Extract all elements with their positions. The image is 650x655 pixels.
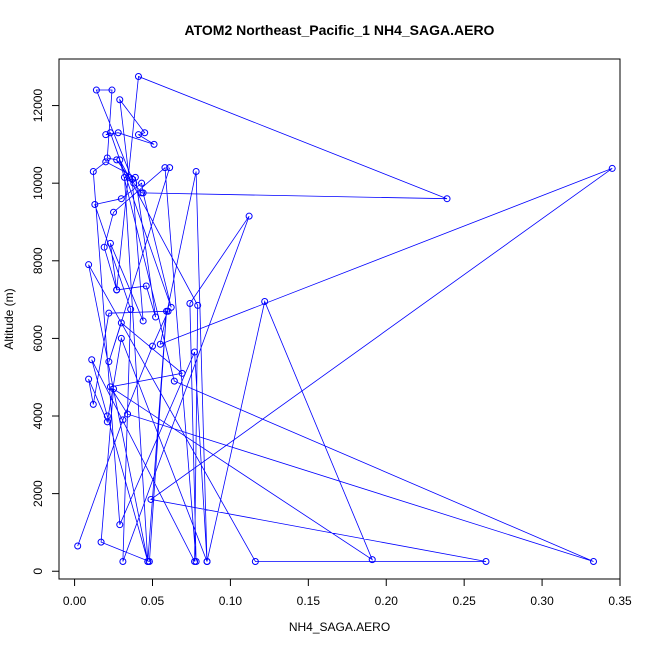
data-point bbox=[117, 195, 125, 203]
data-point bbox=[116, 96, 124, 104]
data-point bbox=[141, 129, 149, 137]
data-point bbox=[113, 156, 121, 164]
data-point bbox=[608, 164, 616, 172]
data-point bbox=[178, 369, 186, 377]
chart-title: ATOM2 Northeast_Pacific_1 NH4_SAGA.AERO bbox=[185, 22, 495, 38]
data-point bbox=[142, 282, 150, 290]
y-axis: 0 2000 4000 6000 8000 10000 12000 bbox=[31, 89, 60, 575]
data-point bbox=[110, 208, 118, 216]
data-point bbox=[103, 412, 111, 420]
data-point bbox=[105, 358, 113, 366]
data-point bbox=[134, 72, 142, 80]
y-axis-label: Altitude (m) bbox=[2, 288, 16, 349]
x-tick-label: 0.15 bbox=[297, 594, 321, 608]
data-point bbox=[161, 164, 169, 172]
y-tick-label: 2000 bbox=[31, 480, 45, 507]
data-point bbox=[139, 317, 147, 325]
data-point bbox=[108, 86, 116, 94]
data-point bbox=[191, 348, 199, 356]
data-point bbox=[166, 164, 174, 172]
data-point bbox=[443, 195, 451, 203]
data-point bbox=[130, 179, 138, 187]
x-tick-label: 0.00 bbox=[63, 594, 87, 608]
x-tick-label: 0.20 bbox=[375, 594, 399, 608]
data-point bbox=[163, 307, 171, 315]
data-point bbox=[251, 558, 259, 566]
data-point bbox=[113, 286, 121, 294]
data-point bbox=[102, 131, 110, 139]
series-line bbox=[77, 75, 613, 563]
data-point bbox=[91, 201, 99, 209]
x-tick-label: 0.30 bbox=[530, 594, 554, 608]
data-point bbox=[102, 158, 110, 166]
data-point bbox=[114, 129, 122, 137]
data-point bbox=[119, 558, 127, 566]
y-tick-label: 6000 bbox=[31, 325, 45, 352]
data-point bbox=[147, 495, 155, 503]
data-point bbox=[590, 558, 598, 566]
data-point bbox=[134, 131, 142, 139]
y-tick-label: 4000 bbox=[31, 402, 45, 429]
data-point bbox=[85, 375, 93, 383]
data-series bbox=[74, 72, 616, 566]
data-point bbox=[89, 400, 97, 408]
data-point bbox=[368, 556, 376, 564]
data-point bbox=[106, 129, 114, 137]
data-point bbox=[138, 179, 146, 187]
data-point bbox=[85, 261, 93, 269]
data-point bbox=[245, 212, 253, 220]
data-point bbox=[100, 243, 108, 251]
x-axis: 0.00 0.05 0.10 0.15 0.20 0.25 0.30 0.35 bbox=[63, 578, 632, 608]
data-point bbox=[482, 558, 490, 566]
x-tick-label: 0.25 bbox=[452, 594, 476, 608]
x-tick-label: 0.35 bbox=[608, 594, 632, 608]
data-point bbox=[117, 319, 125, 327]
y-tick-label: 0 bbox=[31, 568, 45, 575]
data-point bbox=[191, 558, 199, 566]
data-point bbox=[116, 156, 124, 164]
data-point bbox=[97, 538, 105, 546]
data-point bbox=[88, 356, 96, 364]
data-point bbox=[106, 239, 114, 247]
y-tick-label: 12000 bbox=[31, 89, 45, 123]
data-point bbox=[192, 168, 200, 176]
data-point bbox=[144, 558, 152, 566]
data-point bbox=[116, 521, 124, 529]
data-point bbox=[194, 301, 202, 309]
data-point bbox=[120, 173, 128, 181]
x-tick-label: 0.10 bbox=[219, 594, 243, 608]
data-point bbox=[156, 340, 164, 348]
data-point bbox=[170, 377, 178, 385]
data-point bbox=[89, 168, 97, 176]
x-axis-label: NH4_SAGA.AERO bbox=[289, 620, 390, 634]
data-point bbox=[138, 189, 146, 197]
x-tick-label: 0.05 bbox=[141, 594, 165, 608]
data-point bbox=[74, 542, 82, 550]
data-point bbox=[117, 334, 125, 342]
data-point bbox=[152, 313, 160, 321]
data-point bbox=[105, 309, 113, 317]
data-point bbox=[127, 305, 135, 313]
data-point bbox=[92, 86, 100, 94]
data-point bbox=[150, 140, 158, 148]
data-point bbox=[103, 154, 111, 162]
data-point bbox=[186, 299, 194, 307]
data-point bbox=[261, 298, 269, 306]
y-tick-label: 10000 bbox=[31, 166, 45, 200]
data-point bbox=[128, 175, 136, 183]
data-point bbox=[119, 416, 127, 424]
data-point bbox=[106, 383, 114, 391]
data-point bbox=[149, 342, 156, 350]
data-point bbox=[203, 558, 211, 566]
data-point bbox=[167, 303, 175, 311]
data-point bbox=[124, 410, 132, 418]
y-tick-label: 8000 bbox=[31, 247, 45, 274]
